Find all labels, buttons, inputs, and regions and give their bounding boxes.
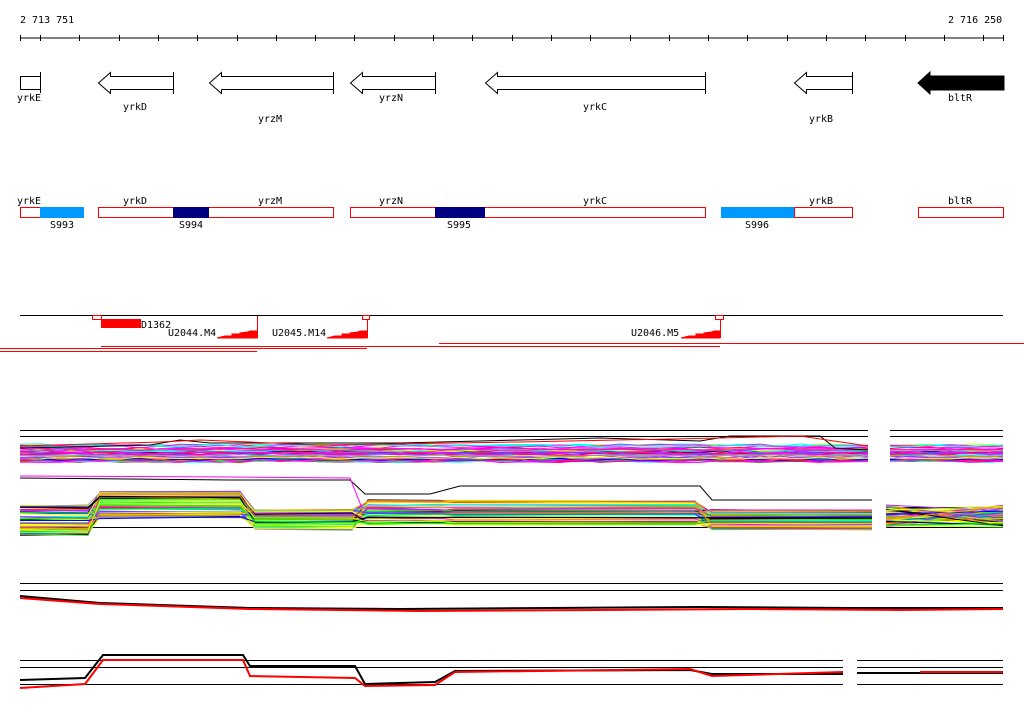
profile-line[interactable] (885, 523, 1004, 526)
scale-ruler: 2 713 751 2 716 250 (20, 15, 1004, 41)
profile-line[interactable] (19, 456, 869, 460)
segment-label: S996 (745, 220, 769, 231)
promoter-marker[interactable] (362, 315, 370, 320)
gene-label: yrkE (17, 93, 41, 104)
terminator-U2046.M5[interactable] (680, 330, 721, 339)
feature-label: U2046.M5 (631, 328, 679, 339)
operon-box[interactable] (350, 207, 706, 218)
gene-label: bltR (948, 93, 973, 104)
promoter-marker[interactable] (92, 315, 102, 320)
gene-label: yrkC (583, 102, 607, 113)
terminator-U2045.M14[interactable] (326, 330, 368, 339)
profile-line[interactable] (890, 444, 1004, 448)
operon-box[interactable] (794, 207, 853, 218)
profile-line[interactable] (19, 455, 869, 459)
segment-label: S993 (50, 220, 74, 231)
gene-label: yrkE (17, 196, 41, 207)
profile-line[interactable] (885, 508, 1004, 527)
gene-label: bltR (948, 196, 973, 207)
gene-label: yrzM (258, 196, 282, 207)
feature-label: D1362 (141, 320, 171, 331)
profile-line[interactable] (885, 505, 1004, 521)
profile-line[interactable] (19, 500, 873, 529)
profile-line[interactable] (19, 500, 873, 532)
terminator-U2044.M4[interactable] (216, 330, 258, 339)
profile-line[interactable] (20, 504, 873, 527)
profile-line[interactable] (19, 451, 869, 455)
profile-line[interactable] (885, 519, 1004, 524)
profile-line[interactable] (885, 505, 1004, 511)
profile-line[interactable] (19, 447, 869, 452)
gene-label: yrzM (258, 114, 282, 125)
operon-box[interactable] (918, 207, 1004, 218)
profile-line[interactable] (889, 445, 1004, 449)
profile-line[interactable] (889, 458, 1004, 462)
promoter-marker[interactable] (715, 315, 724, 320)
gene-label: yrkD (123, 196, 147, 207)
profile-line[interactable] (19, 453, 869, 458)
profile-line[interactable] (19, 458, 869, 463)
segment-track: yrkE yrkD yrzM yrzN yrkC yrkB bltR S993 … (17, 196, 1004, 231)
gene-label: yrkB (809, 114, 833, 125)
gene-yrkE[interactable] (20, 72, 41, 93)
feature-label: U2045.M14 (272, 328, 326, 339)
profile-line[interactable] (889, 454, 1004, 458)
transcription-track: D1362 U2044.M4 U2045.M14 U2046.M5 (0, 315, 1024, 352)
profile-line[interactable] (19, 444, 869, 448)
segment-S996[interactable] (721, 207, 794, 218)
feature-D1362[interactable] (101, 319, 141, 328)
gene-yrzM[interactable] (208, 71, 334, 95)
segment-label: S994 (179, 220, 203, 231)
gene-labels: yrkE yrkD yrzM yrzN yrkC yrkB bltR (17, 93, 973, 125)
profile-line[interactable] (19, 475, 872, 511)
gene-label: yrkB (809, 196, 833, 207)
gene-label: yrzN (379, 196, 403, 207)
segment-S994[interactable] (173, 207, 209, 218)
scale-end-label: 2 716 250 (948, 15, 1002, 26)
expression-profiles (19, 430, 1004, 689)
profile-line[interactable] (19, 492, 873, 527)
profile-line[interactable] (19, 659, 844, 689)
profile-line[interactable] (19, 435, 869, 447)
gene-label: yrkC (583, 196, 607, 207)
profile-line[interactable] (19, 597, 1004, 613)
gene-yrkD[interactable] (97, 71, 174, 95)
gene-label: yrkD (123, 102, 147, 113)
feature-label: U2044.M4 (168, 328, 216, 339)
gene-bltR[interactable] (917, 70, 1005, 96)
profile-line[interactable] (889, 451, 1004, 455)
segment-label: S995 (447, 220, 471, 231)
gene-label: yrzN (379, 93, 403, 104)
scale-start-label: 2 713 751 (20, 15, 74, 26)
profile-line[interactable] (885, 507, 1004, 527)
profile-line[interactable] (889, 458, 1004, 461)
gene-yrzN[interactable] (349, 71, 436, 95)
profile-line[interactable] (889, 452, 1004, 456)
gene-yrkC[interactable] (484, 71, 706, 95)
operon-box[interactable] (98, 207, 334, 218)
segment-S995[interactable] (435, 207, 485, 218)
gene-track (20, 70, 1005, 96)
profile-line[interactable] (19, 477, 872, 501)
segment-S993[interactable] (40, 207, 84, 218)
profile-line[interactable] (890, 448, 1004, 451)
gene-yrkB[interactable] (793, 71, 853, 95)
